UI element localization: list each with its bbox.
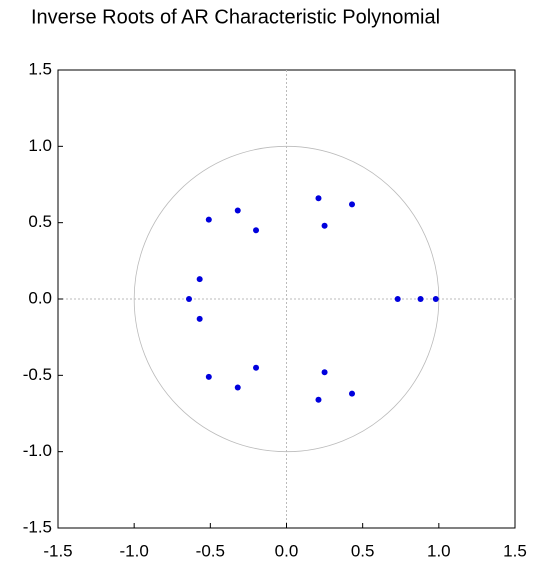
point xyxy=(394,296,401,302)
x-tick-label: 1.5 xyxy=(503,541,527,560)
point xyxy=(205,373,212,380)
x-tick-label: -1.0 xyxy=(120,541,149,560)
point xyxy=(234,384,241,391)
x-tick-label: 0.5 xyxy=(351,541,375,560)
point xyxy=(349,390,356,397)
point xyxy=(417,296,424,302)
unit-circle xyxy=(133,145,440,453)
y-tick-label: -1.5 xyxy=(23,517,52,536)
x-tick-label: -1.5 xyxy=(43,541,72,560)
y-tick-label: 0.0 xyxy=(28,288,52,307)
x-tick-label: 0.0 xyxy=(275,541,299,560)
point xyxy=(432,296,439,302)
point xyxy=(234,207,241,214)
y-tick-label: -1.0 xyxy=(23,441,52,460)
point xyxy=(205,216,212,223)
x-tick-label: -0.5 xyxy=(196,541,225,560)
x-tick-label: 1.0 xyxy=(427,541,451,560)
point xyxy=(321,222,328,229)
y-tick-label: 1.0 xyxy=(28,136,52,155)
y-tick-label: 0.5 xyxy=(28,212,52,231)
y-tick-label: -0.5 xyxy=(23,365,52,384)
point xyxy=(196,315,203,322)
chart-title: Inverse Roots of AR Characteristic Polyn… xyxy=(31,6,440,28)
y-tick-label: 1.5 xyxy=(28,59,52,78)
point xyxy=(315,195,322,202)
point xyxy=(253,364,260,371)
point xyxy=(186,296,193,302)
point xyxy=(315,396,322,403)
point xyxy=(253,227,260,234)
point xyxy=(349,201,356,208)
point xyxy=(321,369,328,376)
point xyxy=(196,276,203,283)
